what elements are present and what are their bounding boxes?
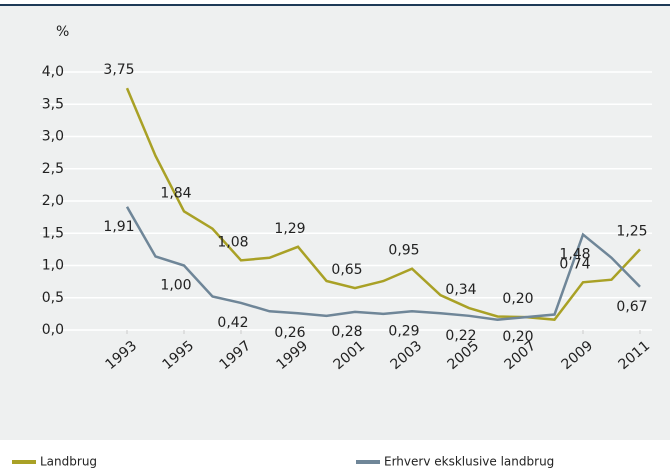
plot-background [0, 6, 670, 440]
data-label: 0,42 [217, 315, 248, 331]
data-label: 0,95 [388, 243, 419, 259]
data-label: 0,34 [445, 282, 476, 298]
data-label: 1,00 [160, 278, 191, 294]
data-label: 0,65 [331, 262, 362, 278]
y-tick-label: 0,0 [42, 322, 64, 338]
data-label: 1,84 [160, 185, 191, 201]
data-label: 0,67 [616, 299, 647, 315]
data-label: 1,48 [559, 247, 590, 263]
data-label: 0,20 [502, 291, 533, 307]
y-tick-label: 3,5 [42, 96, 64, 112]
data-label: 1,08 [217, 234, 248, 250]
y-tick-label: 2,5 [42, 161, 64, 177]
data-label: 1,25 [616, 223, 647, 239]
data-label: 3,75 [103, 62, 134, 78]
y-tick-label: 2,0 [42, 193, 64, 209]
y-tick-label: 1,5 [42, 225, 64, 241]
data-label: 0,20 [502, 329, 533, 345]
legend-label: Erhverv eksklusive landbrug [384, 455, 554, 469]
y-tick-label: 3,0 [42, 129, 64, 145]
y-unit: % [56, 24, 69, 40]
data-label: 0,29 [388, 323, 419, 339]
y-tick-label: 0,5 [42, 290, 64, 306]
legend-swatch [356, 460, 380, 464]
data-label: 0,26 [274, 325, 305, 341]
series-line [125, 206, 641, 321]
y-tick-label: 4,0 [42, 64, 64, 80]
y-tick-label: 1,0 [42, 258, 64, 274]
data-label: 0,28 [331, 324, 362, 340]
legend-swatch [12, 460, 36, 464]
data-label: 1,91 [103, 219, 134, 235]
legend-label: Landbrug [40, 455, 97, 469]
data-label: 0,74 [559, 256, 590, 272]
series-line [125, 87, 641, 321]
data-label: 0,22 [445, 328, 476, 344]
data-label: 1,29 [274, 221, 305, 237]
top-rule [0, 4, 670, 6]
